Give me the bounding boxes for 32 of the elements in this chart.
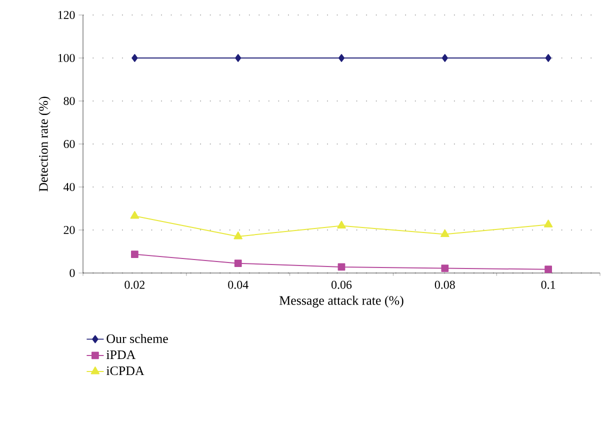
y-tick-label: 100 (58, 54, 75, 62)
y-tick-label: 40 (64, 182, 75, 192)
x-axis-title: Message attack rate (%) (279, 296, 404, 308)
point (440, 229, 450, 238)
point (338, 263, 346, 271)
point (545, 54, 552, 62)
point (441, 264, 449, 272)
y-tick-label: 0 (70, 268, 75, 278)
point (234, 260, 242, 268)
point (544, 266, 552, 274)
point (234, 54, 242, 62)
x-tick-label: 0.04 (228, 280, 248, 289)
y-tick-label: 60 (64, 140, 75, 148)
x-tick-label: 0.1 (541, 280, 556, 289)
y-tick-label: 120 (58, 10, 75, 20)
point (132, 54, 138, 62)
y-tick-label: 20 (64, 226, 75, 234)
point (130, 211, 140, 219)
point (442, 54, 448, 62)
point (131, 250, 138, 258)
y-tick-label: 80 (64, 96, 75, 106)
legend-label: iCPDA (106, 366, 144, 376)
y-axis-title: Detection rate (%) (38, 96, 50, 192)
point (338, 54, 345, 62)
x-tick-label: 0.08 (434, 280, 455, 289)
legend-label: Our scheme (106, 334, 168, 344)
point (234, 231, 242, 240)
x-tick-label: 0.02 (124, 280, 144, 289)
point (544, 220, 553, 228)
point (337, 220, 346, 228)
legend-label: iPDA (106, 350, 136, 360)
x-tick-label: 0.06 (331, 280, 352, 289)
